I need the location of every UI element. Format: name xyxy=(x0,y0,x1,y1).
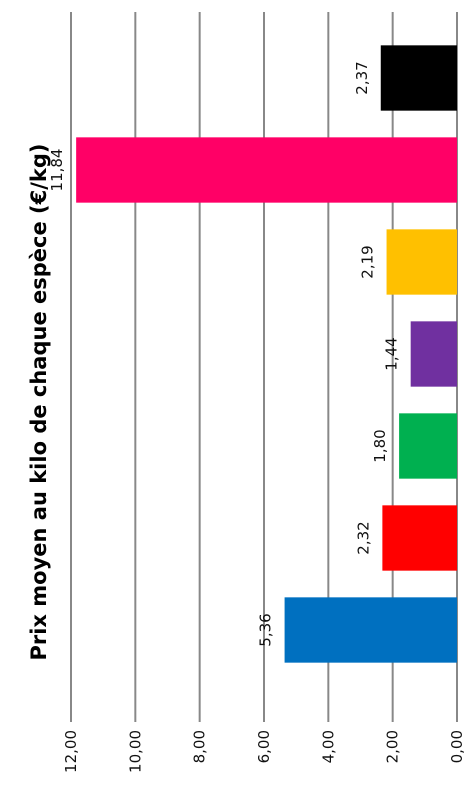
data-label: 2,32 xyxy=(354,521,372,554)
tick-label: 6,00 xyxy=(255,730,273,763)
bar xyxy=(399,413,457,479)
data-label: 5,36 xyxy=(257,613,275,646)
data-label: 11,84 xyxy=(48,149,66,192)
data-label: 1,80 xyxy=(371,429,389,462)
bar xyxy=(284,597,457,663)
tick-label: 4,00 xyxy=(319,730,337,763)
bar xyxy=(380,45,457,111)
tick-label: 12,00 xyxy=(62,730,80,773)
bars xyxy=(76,45,457,663)
data-labels: 5,36 2,32 1,80 1,44 2,19 11,84 2,37 xyxy=(48,61,401,646)
chart-title: Prix moyen au kilo de chaque espèce (€/k… xyxy=(27,143,51,660)
data-label: 1,44 xyxy=(383,337,401,370)
bar xyxy=(76,137,457,203)
tick-label: 2,00 xyxy=(384,730,402,763)
axis-ticks: 0,00 2,00 4,00 6,00 8,00 10,00 12,00 xyxy=(62,730,465,773)
bar xyxy=(382,505,457,571)
bar xyxy=(410,321,457,387)
tick-label: 0,00 xyxy=(448,730,465,763)
tick-label: 8,00 xyxy=(191,730,209,763)
tick-label: 10,00 xyxy=(126,730,144,773)
data-label: 2,19 xyxy=(359,245,377,278)
data-label: 2,37 xyxy=(353,61,371,94)
gridlines xyxy=(70,12,458,722)
bar xyxy=(386,229,457,295)
